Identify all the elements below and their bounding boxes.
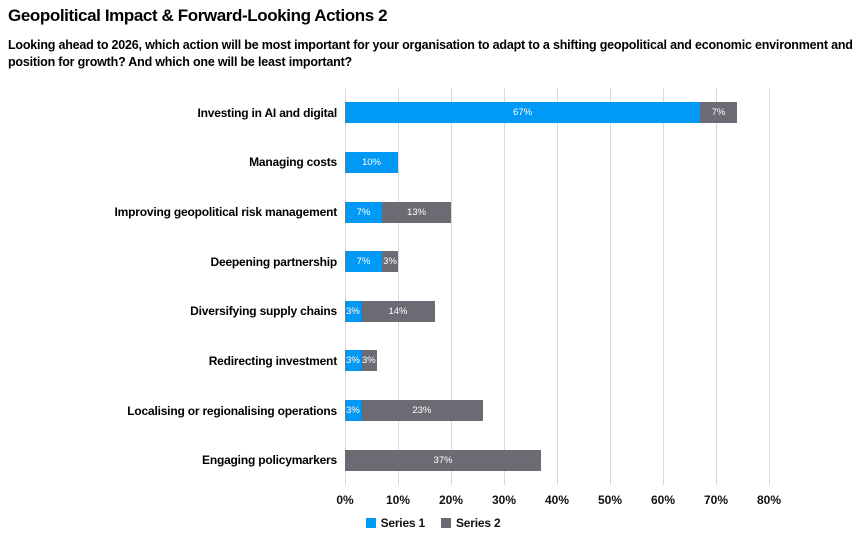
chart-title: Geopolitical Impact & Forward-Looking Ac… bbox=[8, 6, 388, 25]
bar-row: 3% 3% bbox=[345, 350, 377, 372]
category-label: Improving geopolitical risk management bbox=[114, 205, 338, 220]
bar-value-label: 10% bbox=[361, 156, 381, 168]
plot-area: 67% 7% 10% 7% 13% 7% 3% 3% 14% 3% 3% 3% 23% 37% bbox=[345, 88, 775, 485]
x-tick-label: 70% bbox=[703, 493, 729, 507]
x-tick-label: 20% bbox=[438, 493, 464, 507]
bar-row: 3% 14% bbox=[345, 300, 436, 322]
bar-row: 10% bbox=[345, 151, 398, 173]
x-tick-label: 30% bbox=[491, 493, 517, 507]
legend: Series 1 Series 2 bbox=[0, 516, 866, 530]
bar-row: 37% bbox=[345, 449, 542, 471]
bar-value-label: 3% bbox=[361, 355, 376, 367]
bar-row: 7% 3% bbox=[345, 251, 398, 273]
gridline bbox=[557, 88, 558, 485]
gridline bbox=[769, 88, 770, 485]
bar-row: 67% 7% bbox=[345, 102, 738, 124]
gridline bbox=[398, 88, 399, 485]
category-label: Deepening partnership bbox=[210, 254, 338, 269]
bar-value-label: 67% bbox=[513, 107, 533, 119]
category-label: Managing costs bbox=[249, 155, 337, 170]
legend-swatch-series-1 bbox=[365, 518, 376, 528]
bar-segment-series-2: 3% bbox=[360, 350, 377, 372]
bar-segment-series-1: 7% bbox=[345, 251, 383, 273]
bar-value-label: 7% bbox=[356, 256, 371, 268]
bar-value-label: 7% bbox=[711, 107, 726, 119]
category-label: Localising or regionalising operations bbox=[127, 403, 337, 418]
legend-item-series-1: Series 1 bbox=[365, 516, 426, 530]
bar-row: 3% 23% bbox=[345, 400, 483, 422]
bar-value-label: 3% bbox=[383, 256, 397, 268]
bar-segment-series-2: 23% bbox=[360, 400, 483, 422]
bar-value-label: 37% bbox=[433, 454, 453, 466]
bar-value-label: 23% bbox=[412, 405, 432, 417]
chart-subtitle: Looking ahead to 2026, which action will… bbox=[8, 38, 853, 69]
legend-item-series-2: Series 2 bbox=[441, 516, 501, 530]
x-axis: 0% 10% 20% 30% 40% 50% 60% 70% 80% bbox=[0, 493, 866, 509]
bar-segment-series-2: 3% bbox=[382, 251, 398, 273]
category-label: Redirecting investment bbox=[208, 353, 338, 368]
x-tick-label: 40% bbox=[544, 493, 570, 507]
bar-segment-series-1: 67% bbox=[345, 102, 701, 124]
gridline bbox=[451, 88, 452, 485]
bar-segment-series-1: 7% bbox=[345, 201, 383, 223]
bar-value-label: 13% bbox=[407, 206, 427, 218]
legend-label: Series 1 bbox=[380, 516, 426, 530]
x-tick-label: 10% bbox=[385, 493, 411, 507]
bar-segment-series-1: 10% bbox=[345, 151, 398, 173]
bar-segment-series-2: 37% bbox=[345, 449, 542, 471]
bar-value-label: 3% bbox=[346, 405, 360, 417]
gridline bbox=[345, 88, 346, 485]
x-tick-label: 50% bbox=[597, 493, 623, 507]
legend-swatch-series-2 bbox=[441, 518, 451, 528]
bar-value-label: 3% bbox=[346, 305, 360, 317]
gridline bbox=[610, 88, 611, 485]
bar-segment-series-1: 3% bbox=[345, 400, 361, 422]
bar-segment-series-2: 13% bbox=[382, 201, 451, 223]
category-axis: Investing in AI and digital Managing cost… bbox=[0, 88, 338, 485]
bar-segment-series-2: 14% bbox=[360, 300, 436, 322]
gridline bbox=[504, 88, 505, 485]
x-tick-label: 60% bbox=[650, 493, 676, 507]
bar-segment-series-1: 3% bbox=[345, 350, 361, 372]
bar-value-label: 3% bbox=[346, 355, 360, 367]
x-tick-label: 80% bbox=[756, 493, 782, 507]
category-label: Diversifying supply chains bbox=[190, 304, 337, 319]
category-label: Investing in AI and digital bbox=[197, 105, 338, 120]
bar-value-label: 7% bbox=[356, 206, 371, 218]
x-tick-label: 0% bbox=[336, 493, 354, 507]
gridline bbox=[716, 88, 717, 485]
bar-segment-series-1: 3% bbox=[345, 300, 361, 322]
bar-segment-series-2: 7% bbox=[700, 102, 738, 124]
gridline bbox=[663, 88, 664, 485]
category-label: Engaging policymarkers bbox=[202, 453, 337, 468]
legend-label: Series 2 bbox=[456, 516, 501, 530]
bar-row: 7% 13% bbox=[345, 201, 451, 223]
bar-value-label: 14% bbox=[388, 305, 408, 317]
